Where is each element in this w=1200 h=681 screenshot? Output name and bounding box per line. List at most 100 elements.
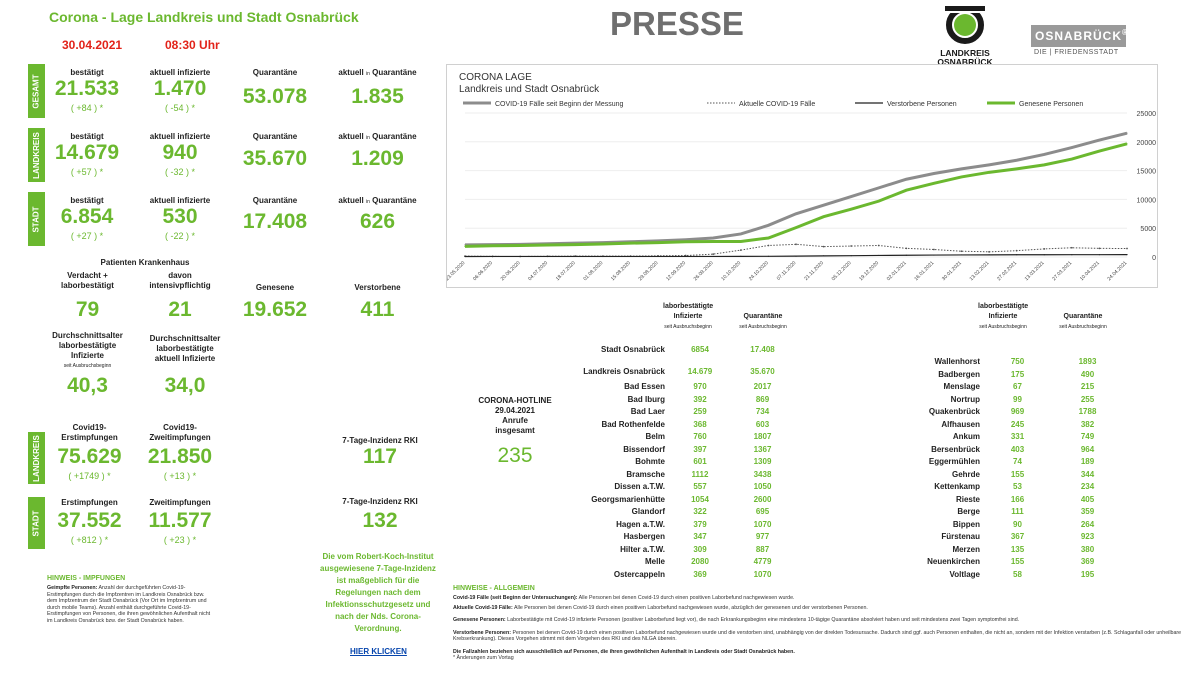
data-point (1016, 254, 1018, 256)
row-quarantaene: 369 (1080, 557, 1095, 566)
x-tick-label: 30.01.2021 (941, 260, 963, 282)
row-infizierte: 397 (693, 444, 707, 454)
row-infizierte: 1054 (691, 494, 709, 504)
stadt-infizierte: 530 (162, 205, 198, 228)
landkreis-quarantaene-label: Quarantäne (252, 132, 298, 141)
stadt-aktuell-q-label: aktuell in Quarantäne (338, 196, 417, 205)
row-name: Bramsche (626, 469, 665, 479)
row-quarantaene: 344 (1080, 469, 1095, 479)
row-quarantaene: 359 (1080, 507, 1095, 516)
table-row: Bramsche 1112 3438 (560, 469, 790, 482)
data-point (685, 255, 687, 258)
data-point (767, 237, 770, 239)
y-tick-label: 5000 (1140, 226, 1156, 233)
row-name: Alfhausen (941, 419, 980, 429)
data-point (1098, 254, 1101, 256)
tbl-head-quarantaene-2: Quarantäne seit Ausbruchsbeginn (1059, 313, 1107, 330)
data-point (767, 244, 770, 247)
chart-subtitle: Landkreis und Stadt Osnabrück (459, 84, 600, 95)
age-infizierte-label: Durchschnittsalter laborbestätigte Infizie… (52, 331, 123, 369)
table-row: Neuenkirchen 155 369 (880, 556, 1120, 569)
vacc-stadt-erst: 37.552 (57, 509, 122, 532)
data-point (1071, 158, 1073, 160)
table-row: Stadt Osnabrück 6854 17.408 (600, 345, 775, 354)
legend-label: Aktuelle COVID-19 Fälle (739, 101, 815, 108)
row-infizierte: 403 (1010, 444, 1025, 454)
row-infizierte: 347 (693, 532, 707, 541)
x-tick-label: 06.06.2020 (472, 260, 494, 282)
data-point (1098, 247, 1101, 250)
hotline-label: CORONA-HOTLINE 29.04.2021 Anrufe insgesamt (478, 396, 552, 435)
data-point (795, 255, 797, 257)
row-name: Berge (957, 507, 980, 516)
data-point (850, 245, 853, 247)
tab-vacc-landkreis: LANDKREIS (28, 432, 45, 484)
hotline-value: 235 (497, 444, 533, 467)
hinweise-allg-text: Covid-19 Fälle (seit Beginn der Untersuc… (453, 595, 1182, 661)
row-infizierte: 67 (1013, 382, 1022, 391)
x-tick-label: 13.02.2021 (969, 260, 991, 282)
table-landkreis: Landkreis Osnabrück 14.679 35.670 (560, 366, 790, 379)
data-point (933, 248, 935, 251)
stadt-quarantaene: 17.408 (242, 210, 308, 233)
row-quarantaene: 1070 (753, 569, 772, 579)
data-point (1071, 146, 1073, 149)
data-point (905, 247, 908, 250)
data-point (657, 242, 659, 244)
data-point (1043, 254, 1045, 256)
stadt-infizierte-delta: ( -22 ) * (164, 231, 195, 241)
data-point (795, 243, 797, 246)
stadt-logo-sub: DIE | FRIEDENSSTADT (1034, 49, 1119, 56)
data-point (629, 242, 632, 244)
table-row: Bad Laer 259 734 (560, 406, 790, 419)
data-point (878, 200, 880, 202)
data-point (850, 255, 852, 257)
table-row: Gehrde 155 344 (880, 469, 1120, 482)
table-row: Bad Rothenfelde 368 603 (560, 419, 790, 432)
data-point (547, 255, 549, 258)
table-row: Eggermühlen 74 189 (880, 456, 1120, 469)
row-name: Bersenbrück (931, 444, 980, 454)
x-tick-label: 02.01.2021 (886, 260, 908, 282)
hier-klicken-link[interactable]: HIER KLICKEN (350, 647, 407, 656)
data-point (767, 255, 770, 257)
row-quarantaene: 382 (1080, 419, 1095, 429)
row-quarantaene: 490 (1080, 369, 1095, 379)
row-quarantaene: 380 (1080, 544, 1095, 554)
genesene-value: 19.652 (242, 298, 308, 321)
row-infizierte: 99 (1013, 394, 1022, 404)
row-name: Melle (644, 557, 665, 566)
x-tick-label: 16.01.2021 (913, 260, 935, 282)
data-point (822, 255, 825, 257)
gesamt-bestaetigt: 21.533 (54, 77, 120, 100)
data-point (905, 254, 907, 256)
row-name: Bad Rothenfelde (601, 419, 665, 429)
data-point (822, 204, 825, 206)
logo-text-landkreis: LANDKREIS (940, 48, 990, 58)
data-point (712, 237, 714, 239)
data-point (1071, 254, 1073, 256)
table-row: Bippen 90 264 (880, 519, 1120, 532)
row-infizierte: 155 (1010, 557, 1025, 566)
row-quarantaene: 3438 (753, 469, 772, 479)
stadt-bestaetigt-delta: ( +27 ) * (70, 231, 104, 241)
row-quarantaene: 1893 (1078, 357, 1097, 366)
row-infizierte: 155 (1010, 469, 1025, 479)
hinweise-allg-title: HINWEISE - ALLGEMEIN (453, 585, 535, 592)
tab-gesamt: GESAMT (28, 64, 45, 118)
row-infizierte: 111 (1011, 507, 1024, 516)
gesamt-infizierte-delta: ( -54 ) * (164, 103, 195, 113)
x-tick-label: 26.09.2020 (693, 260, 715, 282)
landkreis-infizierte-delta: ( -32 ) * (164, 167, 195, 177)
table-row: Bohmte 601 1309 (560, 456, 790, 469)
landkreis-infizierte-label: aktuell infizierte (149, 132, 211, 141)
table-row: Rieste 166 405 (880, 494, 1120, 507)
x-tick-label: 19.12.2020 (858, 260, 880, 282)
hinweis-impf-text: Geimpfte Personen: Anzahl der durchgefüh… (47, 585, 211, 624)
row-quarantaene: 1788 (1078, 407, 1097, 416)
row-name: Georgsmarienhütte (591, 494, 665, 504)
row-infizierte: 74 (1013, 457, 1022, 466)
table-row: Georgsmarienhütte 1054 2600 (560, 494, 790, 507)
rki-note: Die vom Robert-Koch-Institut ausgewiesen… (320, 552, 436, 633)
inzidenz-lk-label: 7-Tage-Inzidenz RKI (342, 436, 418, 445)
